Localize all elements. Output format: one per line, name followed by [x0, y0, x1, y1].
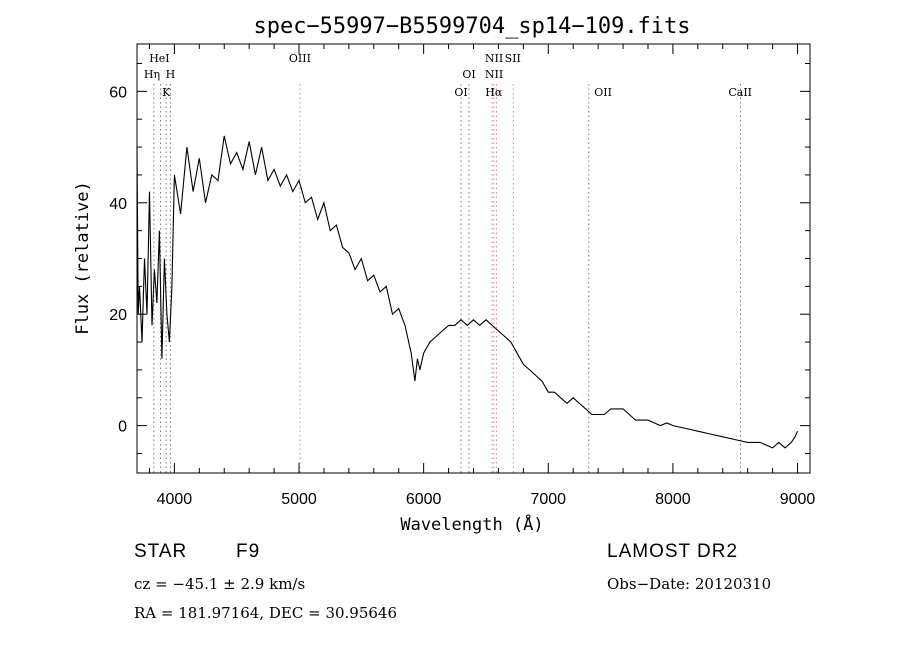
x-tick-label: 9000: [780, 491, 816, 508]
object-type: STAR: [134, 541, 188, 562]
y-tick-label: 20: [109, 307, 127, 324]
spectral-line-label: NII: [485, 68, 503, 81]
y-tick-label: 60: [109, 84, 127, 101]
spectral-line-label: SII: [505, 52, 521, 65]
spectral-line-label: Hη: [144, 68, 160, 81]
y-tick-label: 0: [118, 419, 127, 436]
y-tick-label: 40: [109, 196, 127, 213]
x-tick-label: 8000: [655, 491, 691, 508]
survey-name: LAMOST DR2: [607, 541, 739, 562]
spectral-line-label: K: [162, 86, 171, 99]
x-axis-ticks: 4000 5000 6000 7000 8000 9000: [148, 44, 816, 508]
object-subclass: F9: [236, 541, 261, 562]
y-axis-ticks: 0 20 40 60: [109, 63, 810, 454]
x-tick-label: 5000: [281, 491, 317, 508]
spectral-line-label: OI: [454, 86, 467, 99]
x-axis-label: Wavelength (Å): [400, 513, 543, 535]
obs-date-text: Obs−Date: 20120310: [607, 575, 772, 593]
spectral-line-label: Hα: [485, 86, 503, 99]
y-axis-label: Flux (relative): [73, 181, 93, 335]
x-tick-label: 4000: [157, 491, 193, 508]
x-tick-label: 6000: [406, 491, 442, 508]
spectral-line-label: CaII: [728, 86, 752, 99]
spectral-line-label: OIII: [289, 52, 311, 65]
x-tick-label: 7000: [530, 491, 566, 508]
spectral-line-label: OII: [594, 86, 612, 99]
chart-title: spec−55997−B5599704_sp14−109.fits: [253, 14, 690, 39]
redshift-text: cz = −45.1 ± 2.9 km/s: [134, 575, 306, 593]
spectral-line-label: H: [166, 68, 176, 81]
coordinates-text: RA = 181.97164, DEC = 30.95646: [134, 604, 398, 622]
plot-frame: [136, 43, 811, 474]
spectrum-line: [136, 135, 799, 449]
spectral-line-label: NII: [485, 52, 503, 65]
spectral-line-label: HeI: [149, 52, 169, 65]
spectral-line-markers: [153, 84, 741, 473]
spectral-line-label: OI: [462, 68, 475, 81]
